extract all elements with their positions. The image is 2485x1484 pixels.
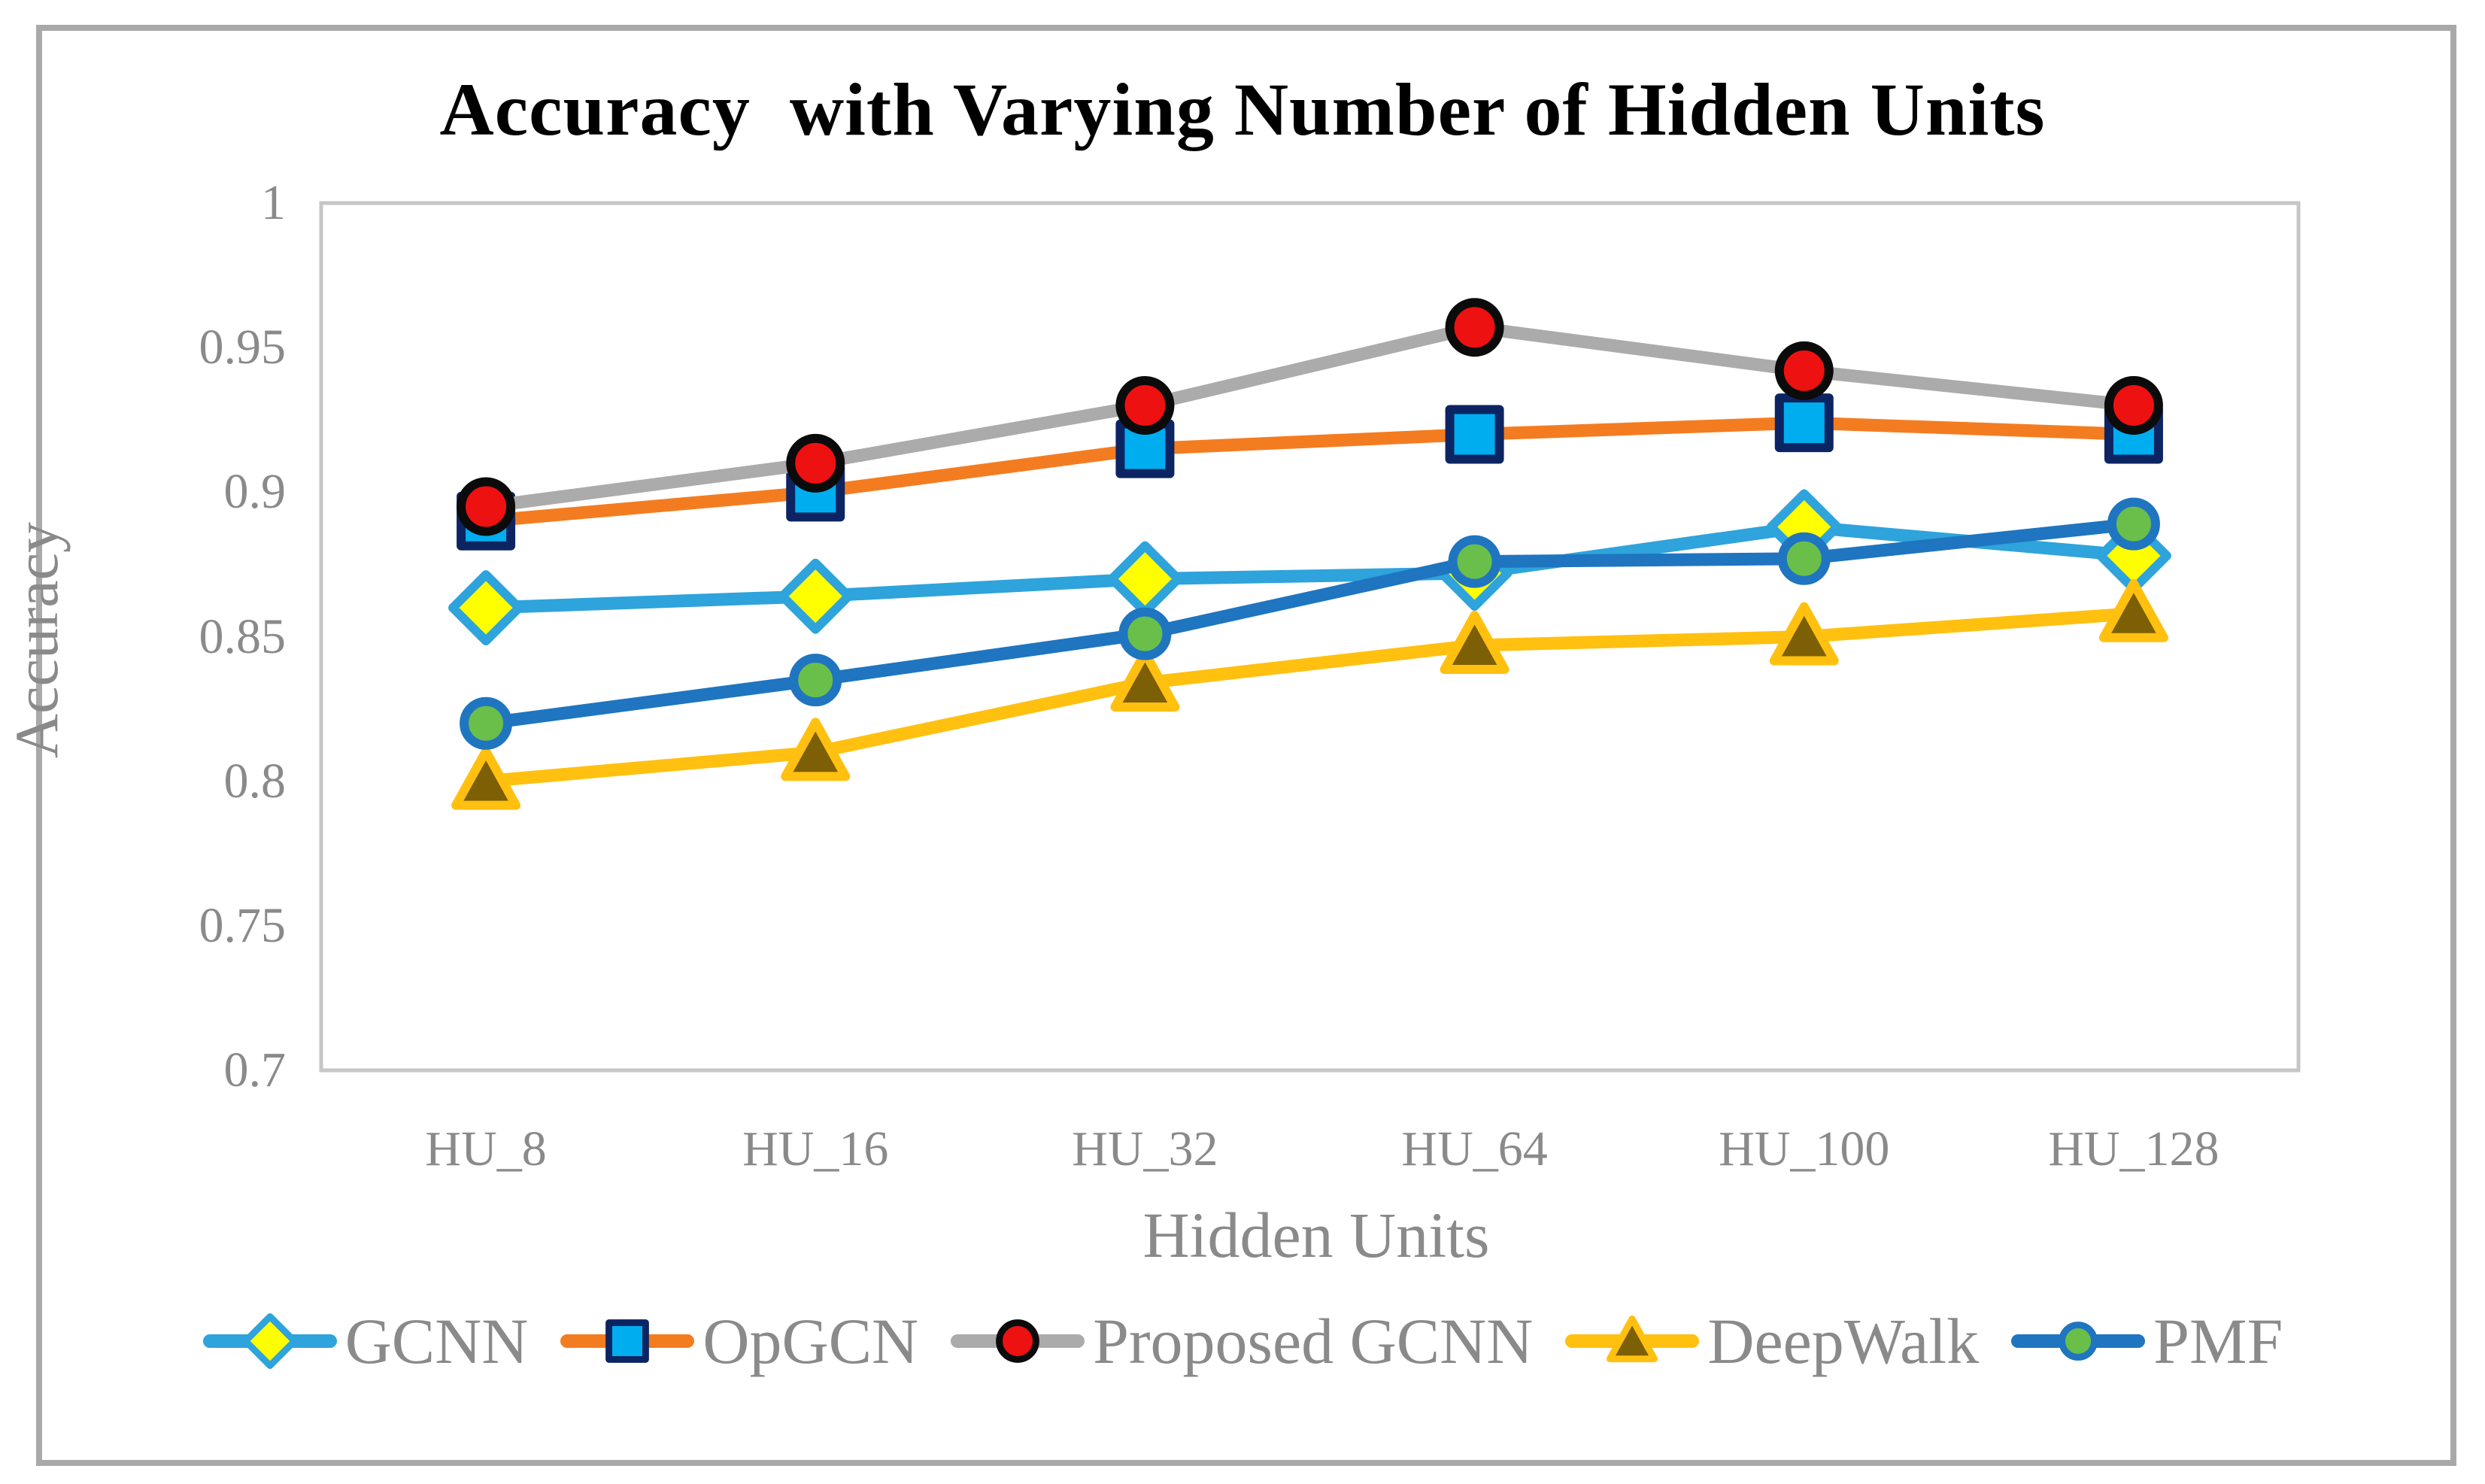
x-tick-label: HU_64 [1401,1121,1548,1176]
marker-diamond [1107,541,1183,617]
legend-label: DeepWalk [1707,1305,1980,1377]
series-line-gcnn [479,520,2141,615]
legend-item-proposed-gcnn: Proposed GCNN [950,1300,1533,1382]
marker-diamond [241,1313,298,1369]
x-tick-label: HU_16 [742,1121,889,1176]
series-line-deepwalk [479,607,2141,788]
marker-circle [2104,376,2163,435]
marker-square [605,1319,650,1363]
marker-circle2 [1448,535,1501,588]
marker-circle2 [460,696,513,750]
legend-item-pmf: PMF [2010,1300,2283,1382]
marker-circle2 [2107,497,2160,551]
legend-swatch-circle2 [2011,1322,2146,1361]
x-tick-label: HU_8 [425,1121,547,1176]
marker-triangle [1440,611,1510,675]
series-line-pmf [479,517,2141,730]
figure-frame [36,25,2456,1466]
legend-item-deepwalk: DeepWalk [1564,1300,1979,1382]
y-tick-label: 0.9 [223,464,287,520]
legend-label: OpGCN [702,1305,919,1377]
y-tick-label: 0.75 [199,897,287,953]
legend-swatch-circle [951,1319,1085,1363]
marker-diamond [778,558,854,634]
plot-area [319,201,2301,1073]
marker-circle2 [2059,1322,2098,1361]
marker-circle [1445,298,1504,357]
y-tick-label: 0.7 [223,1042,287,1097]
y-tick-label: 1 [261,175,286,230]
y-tick-label: 0.8 [223,753,287,809]
marker-triangle [1607,1315,1658,1363]
legend-swatch-triangle [1565,1315,1700,1363]
series-line-opgcn [479,416,2141,528]
marker-triangle [1110,648,1180,712]
marker-circle [457,477,516,536]
x-tick-label: HU_128 [2048,1121,2220,1176]
x-tick-label: HU_100 [1719,1121,1890,1176]
marker-square [1774,393,1834,453]
y-tick-label: 0.95 [199,320,287,375]
marker-triangle [2098,578,2168,642]
legend-swatch-diamond [202,1313,337,1369]
x-tick-label: HU_32 [1072,1121,1218,1176]
legend-item-gcnn: GCNN [202,1300,529,1382]
marker-triangle [451,746,521,810]
marker-circle2 [1777,532,1831,585]
marker-square [1445,405,1504,464]
y-tick-label: 0.85 [199,608,287,664]
chart-title: Accuracy with Varying Number of Hidden U… [439,68,2046,151]
legend-label: Proposed GCNN [1093,1305,1534,1377]
marker-triangle [781,718,851,781]
legend-swatch-square [560,1319,695,1363]
legend-label: GCNN [344,1305,529,1377]
marker-circle [996,1319,1039,1363]
marker-diamond [448,570,524,646]
legend-label: PMF [2153,1305,2283,1377]
marker-triangle [1769,602,1839,666]
series-line-proposed-gcnn [479,320,2141,514]
marker-circle2 [1118,607,1172,660]
marker-circle2 [789,654,842,707]
legend-item-opgcn: OpGCN [560,1300,918,1382]
marker-circle [1115,376,1175,435]
chart-legend: GCNN OpGCN Proposed GCNN DeepWalk PMF [0,1300,2485,1382]
x-axis-title: Hidden Units [1142,1199,1490,1271]
marker-circle [786,433,845,493]
y-axis-title: Accuracy [2,521,71,759]
marker-circle [1774,341,1834,400]
